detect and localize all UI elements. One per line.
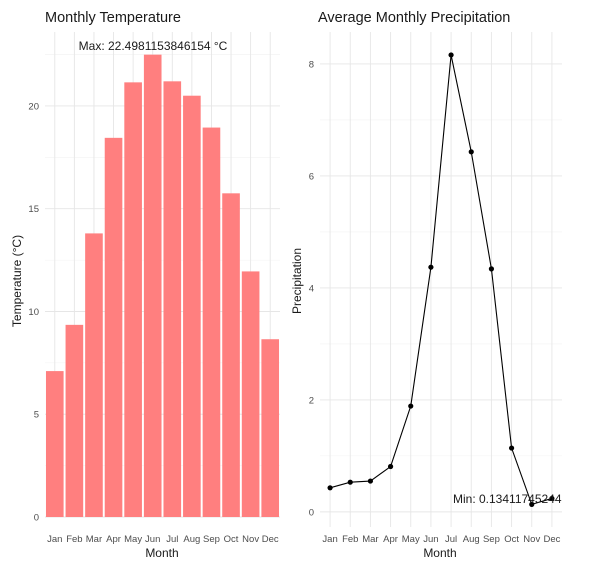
bar-sep: [202, 127, 221, 518]
x-tick-label: Aug: [183, 534, 200, 545]
point-dec: [549, 495, 555, 502]
x-tick-label: Apr: [383, 534, 398, 545]
y-tick-label: 0: [309, 507, 314, 518]
precipitation-x-axis-title: Month: [423, 546, 456, 560]
bar-dec: [261, 339, 280, 517]
x-tick-label: Jul: [445, 534, 457, 545]
x-tick-label: Dec: [543, 534, 560, 545]
x-tick-label: Jan: [47, 534, 62, 545]
y-tick-label: 10: [28, 307, 39, 318]
point-oct: [508, 445, 515, 451]
bar-mar: [85, 233, 103, 517]
precipitation-min-annotation: Min: 0.13411745244: [453, 492, 562, 506]
bar-jul: [163, 81, 182, 518]
temperature-x-ticks: Jan Feb Mar Apr May Jun Jul Aug Sep Oct Nov Dec: [47, 534, 279, 545]
precipitation-y-axis-title: Precipitation: [290, 248, 304, 314]
precipitation-y-ticks: 0 2 4 6 8: [309, 59, 314, 518]
point-mar: [367, 478, 374, 484]
y-tick-label: 15: [28, 204, 39, 215]
precipitation-line: [329, 54, 553, 506]
bar-jan: [45, 371, 64, 517]
precipitation-x-ticks: Jan Feb Mar Apr May Jun Jul Aug Sep Oct Nov Dec: [322, 534, 560, 545]
x-tick-label: Jun: [145, 534, 160, 545]
x-tick-label: May: [124, 534, 142, 545]
bar-oct: [222, 193, 240, 517]
temperature-title: Monthly Temperature: [45, 10, 181, 26]
point-feb: [347, 479, 353, 485]
point-jan: [327, 485, 333, 491]
x-tick-label: May: [402, 534, 420, 545]
bar-nov: [241, 271, 260, 517]
y-tick-label: 0: [34, 513, 39, 524]
x-tick-label: Aug: [463, 534, 480, 545]
y-tick-label: 2: [309, 395, 314, 406]
y-tick-label: 8: [309, 59, 314, 70]
x-tick-label: Jun: [423, 534, 438, 545]
precipitation-points: [327, 52, 555, 507]
y-tick-label: 6: [309, 171, 314, 182]
x-tick-label: Mar: [86, 534, 102, 545]
y-tick-label: 20: [28, 101, 39, 112]
x-tick-label: Mar: [362, 534, 378, 545]
point-apr: [387, 463, 394, 470]
temperature-x-axis-title: Month: [145, 546, 178, 560]
y-tick-label: 5: [34, 410, 39, 421]
bar-jun: [143, 54, 162, 517]
point-may: [408, 403, 414, 409]
bar-apr: [104, 137, 123, 518]
y-tick-label: 4: [309, 283, 314, 294]
temperature-bars: [45, 54, 280, 518]
x-tick-label: Oct: [504, 534, 519, 545]
x-tick-label: Nov: [242, 534, 259, 545]
temperature-y-ticks: 0 5 10 15 20: [28, 101, 39, 523]
x-tick-label: Apr: [106, 534, 121, 545]
point-aug: [468, 149, 474, 155]
bar-feb: [65, 324, 84, 517]
temperature-max-annotation: Max: 22.4981153846154 °C: [79, 39, 228, 53]
x-tick-label: Oct: [224, 534, 239, 545]
temperature-panel: 0 5 10 15 20 Jan Feb Mar Apr May Jun Jul Aug Sep Oct N…: [10, 10, 280, 560]
point-jun: [428, 264, 434, 270]
point-nov: [529, 501, 535, 507]
temperature-y-axis-title: Temperature (°C): [10, 235, 24, 327]
precipitation-title: Average Monthly Precipitation: [318, 10, 510, 26]
x-tick-label: Jul: [166, 534, 178, 545]
x-tick-label: Feb: [66, 534, 82, 545]
x-tick-label: Nov: [523, 534, 540, 545]
x-tick-label: Sep: [483, 534, 500, 545]
bar-may: [124, 82, 142, 517]
x-tick-label: Dec: [262, 534, 279, 545]
precipitation-grid: [320, 32, 562, 527]
point-jul: [448, 52, 454, 58]
x-tick-label: Sep: [203, 534, 220, 545]
precipitation-panel: 0 2 4 6 8 Jan Feb Mar Apr May Jun Jul Aug Sep Oct Nov D…: [290, 10, 562, 560]
x-tick-label: Jan: [322, 534, 337, 545]
x-tick-label: Feb: [342, 534, 358, 545]
point-sep: [488, 266, 495, 272]
bar-aug: [183, 95, 201, 517]
